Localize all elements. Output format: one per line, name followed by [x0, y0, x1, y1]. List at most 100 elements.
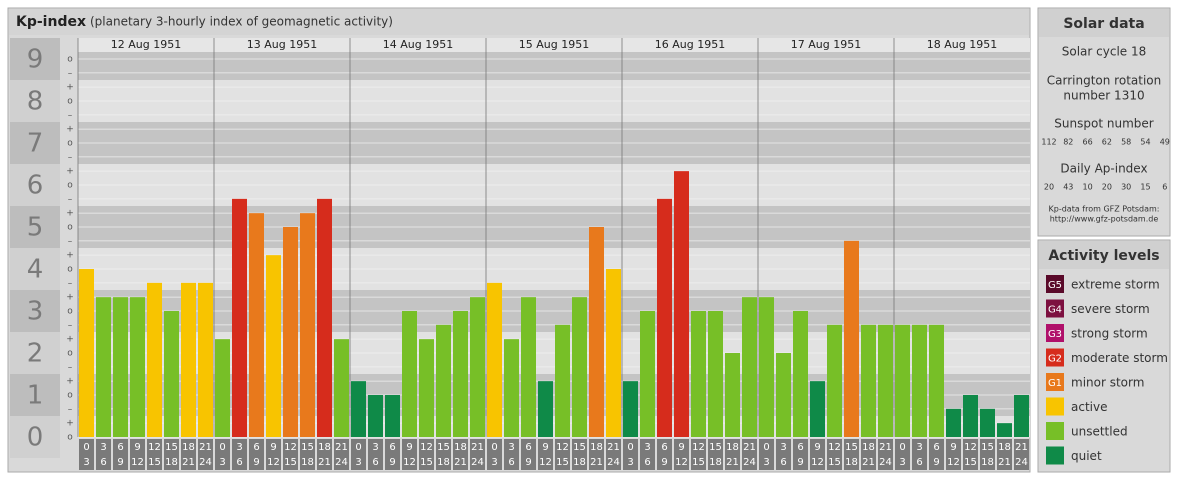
hour-label: 21 — [1015, 442, 1028, 453]
day-label: 17 Aug 1951 — [791, 38, 861, 51]
minor-tick-label: – — [68, 278, 73, 288]
bar — [997, 423, 1012, 437]
digit-band — [10, 416, 60, 458]
hour-label: 21 — [318, 457, 331, 468]
hour-label: 3 — [780, 442, 786, 453]
legend-swatch — [1046, 422, 1064, 440]
bar — [640, 311, 655, 437]
minor-tick-label: – — [68, 110, 73, 120]
hour-label: 3 — [83, 457, 89, 468]
bar — [130, 297, 145, 437]
hour-box — [878, 439, 893, 470]
hour-box — [96, 439, 111, 470]
minor-tick-label: + — [66, 377, 74, 387]
hour-label: 9 — [797, 457, 803, 468]
hour-box — [725, 439, 740, 470]
ap-value: 10 — [1083, 183, 1093, 192]
day-header — [78, 38, 1030, 52]
bar — [725, 353, 740, 437]
legend-code: G3 — [1048, 329, 1062, 340]
legend-swatch — [1046, 397, 1064, 416]
hour-label: 12 — [947, 457, 960, 468]
legend-code: G4 — [1048, 305, 1062, 316]
hour-label: 9 — [933, 457, 939, 468]
legend-swatch — [1046, 373, 1064, 391]
bar — [283, 227, 298, 437]
bar — [521, 297, 536, 437]
minor-tick-label: o — [67, 223, 73, 233]
panel-header — [1039, 9, 1169, 37]
hour-label: 12 — [403, 457, 416, 468]
hour-label: 6 — [236, 457, 242, 468]
legend-code: G2 — [1048, 354, 1062, 365]
bar — [606, 269, 621, 437]
bar — [385, 395, 400, 437]
hour-label: 24 — [471, 457, 484, 468]
hour-label: 15 — [692, 457, 705, 468]
ap-value: 20 — [1044, 183, 1054, 192]
hour-label: 0 — [491, 442, 497, 453]
panel-title: Solar data — [1063, 16, 1144, 32]
hour-label: 21 — [607, 442, 620, 453]
day-label: 16 Aug 1951 — [655, 38, 725, 51]
hour-box — [283, 439, 298, 470]
sunspot-value: 58 — [1121, 138, 1131, 147]
y-tick-label: 9 — [27, 45, 44, 75]
hour-box — [793, 439, 808, 470]
ap-value: 30 — [1121, 183, 1131, 192]
minor-tick-label: – — [68, 194, 73, 204]
hour-label: 15 — [981, 442, 994, 453]
bar — [419, 339, 434, 437]
bar — [164, 311, 179, 437]
hour-label: 9 — [525, 457, 531, 468]
minor-tick-label: o — [67, 307, 73, 317]
hour-box — [453, 439, 468, 470]
hour-box — [895, 439, 910, 470]
bar — [674, 171, 689, 437]
hour-box — [810, 439, 825, 470]
hour-box — [929, 439, 944, 470]
bar — [861, 324, 876, 437]
bar — [215, 339, 230, 437]
bar — [79, 269, 94, 437]
hour-label: 18 — [845, 457, 858, 468]
digit-band — [10, 332, 60, 374]
legend-swatch — [1046, 446, 1064, 465]
hour-label: 12 — [148, 442, 161, 453]
hour-box — [555, 439, 570, 470]
legend-code: G5 — [1048, 280, 1062, 291]
day-label: 18 Aug 1951 — [927, 38, 997, 51]
hour-label: 15 — [301, 442, 314, 453]
hour-label: 12 — [131, 457, 144, 468]
hour-label: 18 — [318, 442, 331, 453]
y-tick-label: 4 — [27, 255, 44, 285]
hour-label: 6 — [389, 442, 395, 453]
hour-label: 18 — [862, 442, 875, 453]
hour-label: 18 — [573, 457, 586, 468]
hour-box — [198, 439, 213, 470]
hour-label: 6 — [525, 442, 531, 453]
bar — [878, 324, 893, 437]
legend-label: moderate storm — [1071, 351, 1168, 365]
hour-label: 9 — [542, 442, 548, 453]
minor-tick-label: – — [68, 404, 73, 414]
hour-label: 6 — [780, 457, 786, 468]
bar — [351, 381, 366, 437]
header — [9, 9, 1029, 35]
bar — [895, 324, 910, 437]
hour-label: 24 — [335, 457, 348, 468]
hour-box — [538, 439, 553, 470]
bar — [96, 297, 111, 437]
hour-label: 9 — [950, 442, 956, 453]
hour-label: 18 — [981, 457, 994, 468]
bar — [827, 324, 842, 437]
y-tick-label: 6 — [27, 171, 44, 201]
minor-tick-label: + — [66, 167, 74, 177]
hour-box — [589, 439, 604, 470]
hour-label: 24 — [607, 457, 620, 468]
hour-label: 12 — [267, 457, 280, 468]
legend-code: G1 — [1048, 378, 1062, 389]
hour-box — [385, 439, 400, 470]
bar — [708, 311, 723, 437]
